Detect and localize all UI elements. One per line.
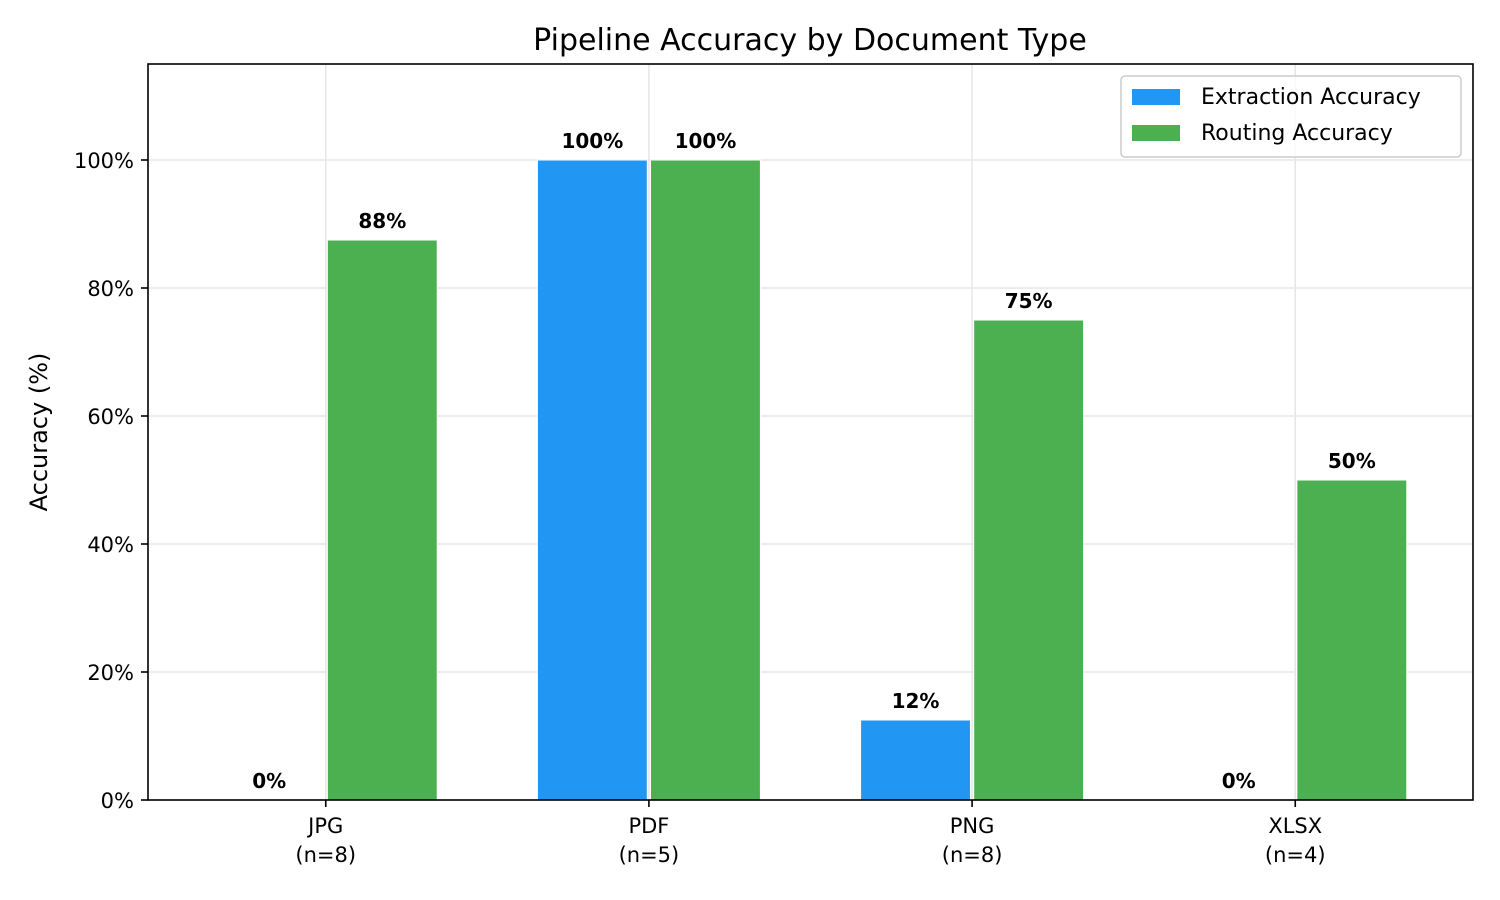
bars <box>326 159 1408 801</box>
data-labels: 0% 100% 12% 0% 88% 100% 75% 50% <box>252 129 1376 793</box>
bar-routing <box>650 159 761 801</box>
data-label-extraction: 12% <box>892 689 940 713</box>
data-label-routing: 100% <box>675 129 737 153</box>
x-tick-label: PNG <box>950 814 995 838</box>
legend-swatch-extraction <box>1132 89 1180 105</box>
data-label-routing: 88% <box>358 209 406 233</box>
bar-routing <box>1296 479 1408 801</box>
data-label-routing: 50% <box>1328 449 1376 473</box>
bar-routing <box>973 319 1085 801</box>
y-tick-label: 100% <box>74 149 134 173</box>
x-tick-sublabel: (n=8) <box>942 843 1003 867</box>
x-tick-label: JPG <box>306 814 343 838</box>
bar-extraction <box>536 159 648 801</box>
x-tick-label: PDF <box>628 814 669 838</box>
plot-frame <box>147 63 1474 801</box>
legend-box <box>1120 75 1462 158</box>
data-label-extraction: 100% <box>561 129 623 153</box>
y-tick-label: 0% <box>101 789 134 813</box>
x-tick-sublabel: (n=4) <box>1265 843 1326 867</box>
data-label-extraction: 0% <box>1222 769 1256 793</box>
axis-ticks: 0% 20% 40% 60% 80% 100% JPG (n=8) PDF (n=5) PNG (n=… <box>74 149 1326 867</box>
legend-swatch-routing <box>1132 125 1180 141</box>
x-tick-sublabel: (n=8) <box>295 843 356 867</box>
legend-label-extraction: Extraction Accuracy <box>1201 85 1421 110</box>
chart-title: Pipeline Accuracy by Document Type <box>533 23 1087 58</box>
legend-label-routing: Routing Accuracy <box>1201 121 1393 146</box>
y-tick-label: 40% <box>87 533 134 557</box>
y-axis-label: Accuracy (%) <box>25 353 53 512</box>
data-label-extraction: 0% <box>252 769 286 793</box>
y-tick-label: 80% <box>87 277 134 301</box>
legend: Extraction Accuracy Routing Accuracy <box>1120 75 1462 158</box>
x-tick-label: XLSX <box>1268 814 1322 838</box>
data-label-routing: 75% <box>1005 289 1053 313</box>
y-tick-label: 20% <box>87 661 134 685</box>
bar-routing <box>326 239 438 801</box>
y-tick-label: 60% <box>87 405 134 429</box>
x-tick-sublabel: (n=5) <box>619 843 680 867</box>
bar-extraction <box>860 719 971 801</box>
